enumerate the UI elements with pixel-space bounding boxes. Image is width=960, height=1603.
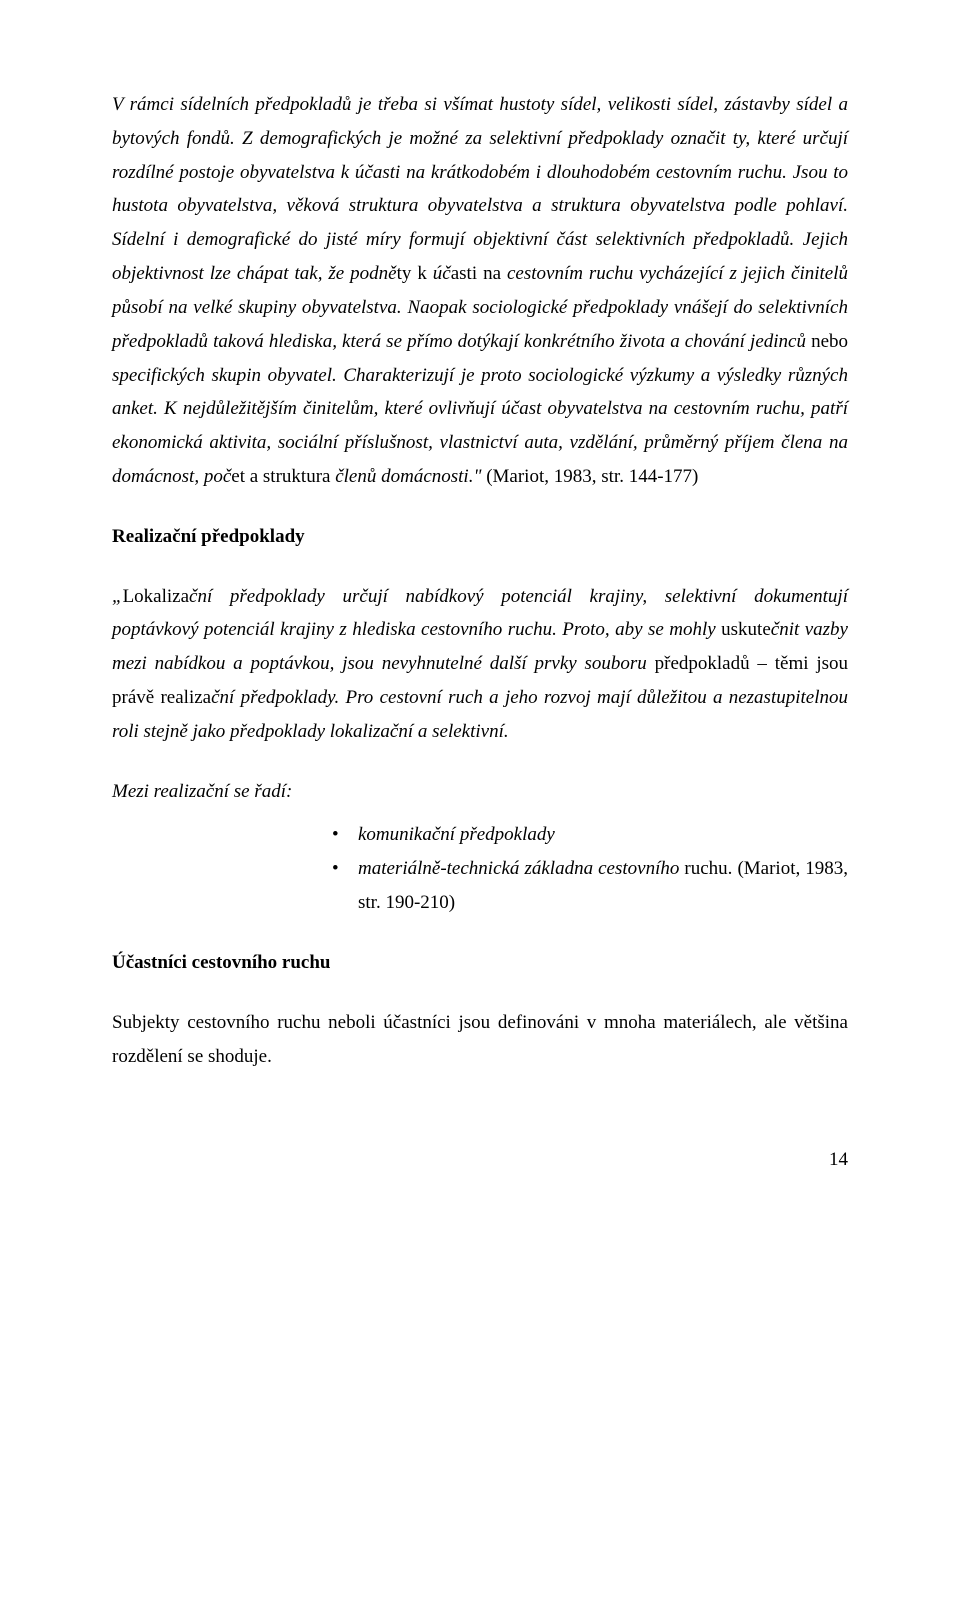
bullet-2: materiálně-technická základna cestovního… (332, 852, 848, 920)
p1-s9: et a struktura (231, 466, 335, 487)
paragraph-1: V rámci sídelních předpokladů je třeba s… (112, 88, 848, 494)
p2-s2: Lokaliza (123, 586, 189, 607)
b1-text: komunikační předpoklady (358, 824, 555, 845)
page-number: 14 (112, 1143, 848, 1177)
p2-s5: uskute (716, 619, 771, 640)
b2b-text: ruchu. (679, 858, 737, 879)
b2a-text: materiálně-technická základna cestovního (358, 858, 679, 879)
p1-cite: (Mariot, 1983, str. 144-177) (486, 466, 698, 487)
p1-s4: úč (433, 263, 451, 284)
p1-s12: domácnosti." (381, 466, 481, 487)
p2-s3: ční předpoklady ur (189, 586, 359, 607)
bullet-list: komunikační předpoklady materiálně-techn… (332, 818, 848, 919)
mezi-line: Mezi realizační se řadí: (112, 775, 848, 809)
heading-participants: Účastníci cestovního ruchu (112, 946, 848, 980)
paragraph-4: Subjekty cestovního ruchu neboli účastní… (112, 1006, 848, 1074)
bullet-1: komunikační předpoklady (332, 818, 848, 852)
paragraph-2: „Lokalizační předpoklady určují nabídkov… (112, 580, 848, 749)
p1-s3: ty k (397, 263, 433, 284)
p1-s10: členů (335, 466, 376, 487)
p1-s5: asti na (451, 263, 507, 284)
p2-s10: jako předpoklady lokalizační a selektivn… (188, 721, 509, 742)
p2-s1: „ (112, 586, 123, 607)
p3: Mezi realizační se řadí: (112, 781, 292, 802)
p2-s8: realiza (160, 687, 211, 708)
p1-s7: nebo (806, 331, 848, 352)
heading-realization: Realizační předpoklady (112, 520, 848, 554)
p1-s2: Z demografických je možné za selektivní … (112, 128, 848, 284)
